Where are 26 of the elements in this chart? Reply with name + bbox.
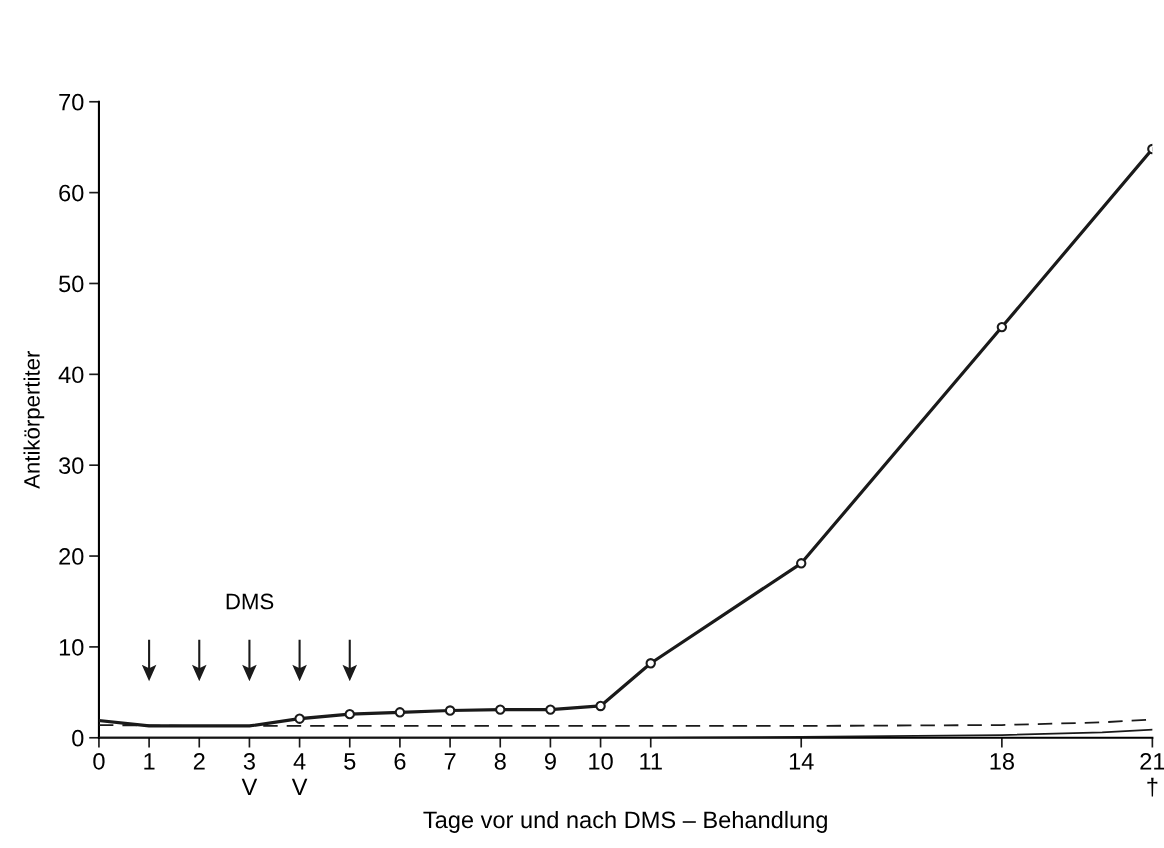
x-tick-label: 14 [789, 753, 814, 770]
y-tick-label: 70 [59, 93, 84, 111]
y-tick-label: 10 [59, 638, 84, 656]
x-tick-label: 9 [544, 752, 556, 770]
x-tick-label: 2 [193, 752, 205, 770]
x-tick-label: 7 [444, 753, 456, 770]
x-tick-label: 18 [990, 752, 1014, 770]
y-tick-label: 0 [72, 729, 84, 747]
y-tick-label: 50 [59, 275, 84, 293]
y-tick-label: 30 [59, 457, 84, 474]
y-axis-title: Antikörpertiter [23, 350, 45, 489]
x-axis-title: Tage vor und nach DMS – Behandlung [423, 810, 827, 833]
x-tick-label: 21 † [1140, 752, 1164, 797]
y-tick-label: 40 [58, 366, 84, 384]
x-tick-label: 4 V [291, 753, 308, 795]
y-tick-label: 20 [59, 548, 84, 565]
x-tick-label: 0 [93, 752, 105, 770]
x-tick-label: 11 [640, 753, 662, 770]
x-tick-label: 1 [144, 753, 155, 770]
x-tick-label: 5 [344, 753, 356, 770]
y-tick-label: 60 [59, 184, 84, 202]
x-tick-label: 6 [394, 752, 406, 770]
x-tick-label: 3 V [241, 752, 258, 795]
x-tick-label: 10 [589, 752, 613, 770]
x-tick-label: 8 [494, 752, 506, 770]
annotation: DMS [226, 593, 274, 610]
